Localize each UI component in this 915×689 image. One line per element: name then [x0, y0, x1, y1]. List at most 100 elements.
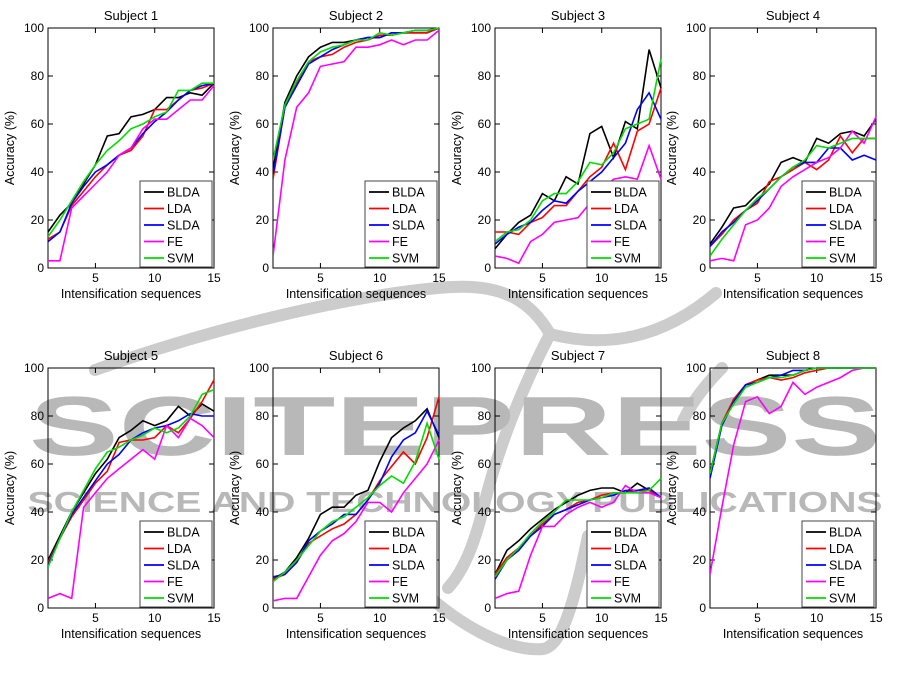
y-tick-label: 100	[686, 361, 706, 375]
legend-label-slda: SLDA	[829, 559, 862, 573]
axes-box	[47, 27, 215, 269]
y-tick-label: 20	[478, 213, 492, 227]
legend-label-svm: SVM	[167, 252, 194, 266]
y-tick-label: 40	[478, 505, 492, 519]
legend-label-svm: SVM	[392, 252, 419, 266]
y-axis-label: Accuracy (%)	[3, 111, 17, 185]
chart-canvas: Subject 8 5 10 15 0 20 40 60 80 100 Intensificatio…	[665, 348, 883, 641]
x-tick-label: 15	[869, 271, 883, 285]
series-line-svm	[48, 388, 215, 568]
legend-label-blda: BLDA	[392, 186, 425, 200]
y-tick-label: 20	[256, 213, 270, 227]
series-line-fe	[48, 417, 215, 600]
x-tick-label: 5	[754, 271, 761, 285]
legend-label-lda: LDA	[167, 542, 192, 556]
y-tick-label: 20	[478, 553, 492, 567]
subplot-subject-1: Subject 1 5 10 15 0 20 40 60 80 100 Intensificatio…	[0, 6, 226, 308]
y-tick-label: 100	[249, 21, 269, 35]
legend-label-blda: BLDA	[167, 526, 200, 540]
y-tick-label: 20	[693, 553, 707, 567]
legend-label-slda: SLDA	[392, 219, 425, 233]
y-tick-label: 0	[37, 261, 44, 275]
y-tick-label: 0	[484, 261, 491, 275]
x-tick-label: 10	[810, 271, 824, 285]
x-tick-label: 10	[595, 611, 609, 625]
chart-title: Subject 1	[104, 8, 158, 23]
x-axis-label: Intensification sequences	[508, 627, 648, 641]
y-axis-label: Accuracy (%)	[228, 451, 242, 525]
series-line-lda	[710, 134, 876, 247]
x-axis-label: Intensification sequences	[286, 287, 426, 301]
chart-canvas: Subject 7 5 10 15 0 20 40 60 80 100 Intensificatio…	[450, 348, 668, 641]
series-line-fe	[273, 29, 440, 257]
y-tick-label: 20	[256, 553, 270, 567]
subplot-subject-8: Subject 8 5 10 15 0 20 40 60 80 100 Intensificatio…	[662, 346, 888, 648]
legend-label-fe: FE	[829, 235, 845, 249]
y-tick-label: 40	[31, 165, 45, 179]
y-tick-label: 60	[478, 457, 492, 471]
x-tick-label: 10	[595, 271, 609, 285]
y-tick-label: 60	[31, 457, 45, 471]
y-tick-label: 40	[31, 505, 45, 519]
legend-label-lda: LDA	[167, 202, 192, 216]
legend-label-slda: SLDA	[829, 219, 862, 233]
subplot-subject-4: Subject 4 5 10 15 0 20 40 60 80 100 Intensificatio…	[662, 6, 888, 308]
y-axis-label: Accuracy (%)	[228, 111, 242, 185]
y-tick-label: 0	[484, 601, 491, 615]
y-axis-label: Accuracy (%)	[450, 451, 464, 525]
chart-canvas: Subject 4 5 10 15 0 20 40 60 80 100 Intensificatio…	[665, 8, 883, 301]
y-tick-label: 80	[31, 409, 45, 423]
series-line-fe	[710, 116, 877, 262]
y-tick-label: 80	[478, 69, 492, 83]
legend: BLDA LDA SLDA FE SVM	[586, 180, 660, 268]
x-axis-label: Intensification sequences	[61, 627, 201, 641]
legend-label-blda: BLDA	[614, 526, 647, 540]
legend-box	[139, 520, 213, 608]
legend: BLDA LDA SLDA FE SVM	[801, 520, 875, 608]
y-axis-label: Accuracy (%)	[665, 451, 679, 525]
y-tick-label: 60	[478, 117, 492, 131]
y-tick-label: 100	[471, 361, 491, 375]
subplot-subject-7: Subject 7 5 10 15 0 20 40 60 80 100 Intensificatio…	[447, 346, 673, 648]
series-line-svm	[273, 420, 440, 583]
series-line-svm	[48, 82, 214, 238]
chart-title: Subject 4	[766, 8, 820, 23]
legend-label-svm: SVM	[829, 252, 856, 266]
legend-label-fe: FE	[614, 575, 630, 589]
x-tick-label: 10	[148, 611, 162, 625]
legend-label-slda: SLDA	[614, 559, 647, 573]
axes-box	[709, 27, 877, 269]
legend: BLDA LDA SLDA FE SVM	[364, 180, 438, 268]
legend: BLDA LDA SLDA FE SVM	[139, 180, 213, 268]
series-line-fe	[710, 367, 876, 575]
x-tick-label: 10	[810, 611, 824, 625]
legend-label-blda: BLDA	[167, 186, 200, 200]
axes-box	[494, 27, 662, 269]
x-tick-label: 15	[207, 271, 221, 285]
series-line-blda	[273, 407, 440, 580]
legend-box	[364, 180, 438, 268]
legend-label-svm: SVM	[167, 592, 194, 606]
x-tick-label: 15	[207, 611, 221, 625]
legend: BLDA LDA SLDA FE SVM	[801, 180, 875, 268]
y-tick-label: 40	[693, 165, 707, 179]
legend-label-fe: FE	[392, 575, 408, 589]
series-line-svm	[495, 59, 662, 243]
legend-label-svm: SVM	[829, 592, 856, 606]
y-tick-label: 40	[693, 505, 707, 519]
series-line-fe	[273, 439, 440, 602]
axes-box	[272, 27, 440, 269]
legend-label-fe: FE	[167, 575, 183, 589]
chart-title: Subject 6	[329, 348, 383, 363]
y-tick-label: 0	[699, 601, 706, 615]
series-line-blda	[273, 27, 440, 170]
x-tick-label: 10	[148, 271, 162, 285]
y-tick-label: 100	[24, 21, 44, 35]
series-line-slda	[710, 367, 876, 479]
series-line-fe	[48, 85, 215, 262]
y-tick-label: 80	[693, 409, 707, 423]
axes-box	[709, 367, 877, 609]
series-line-lda	[273, 27, 440, 180]
legend-box	[586, 520, 660, 608]
